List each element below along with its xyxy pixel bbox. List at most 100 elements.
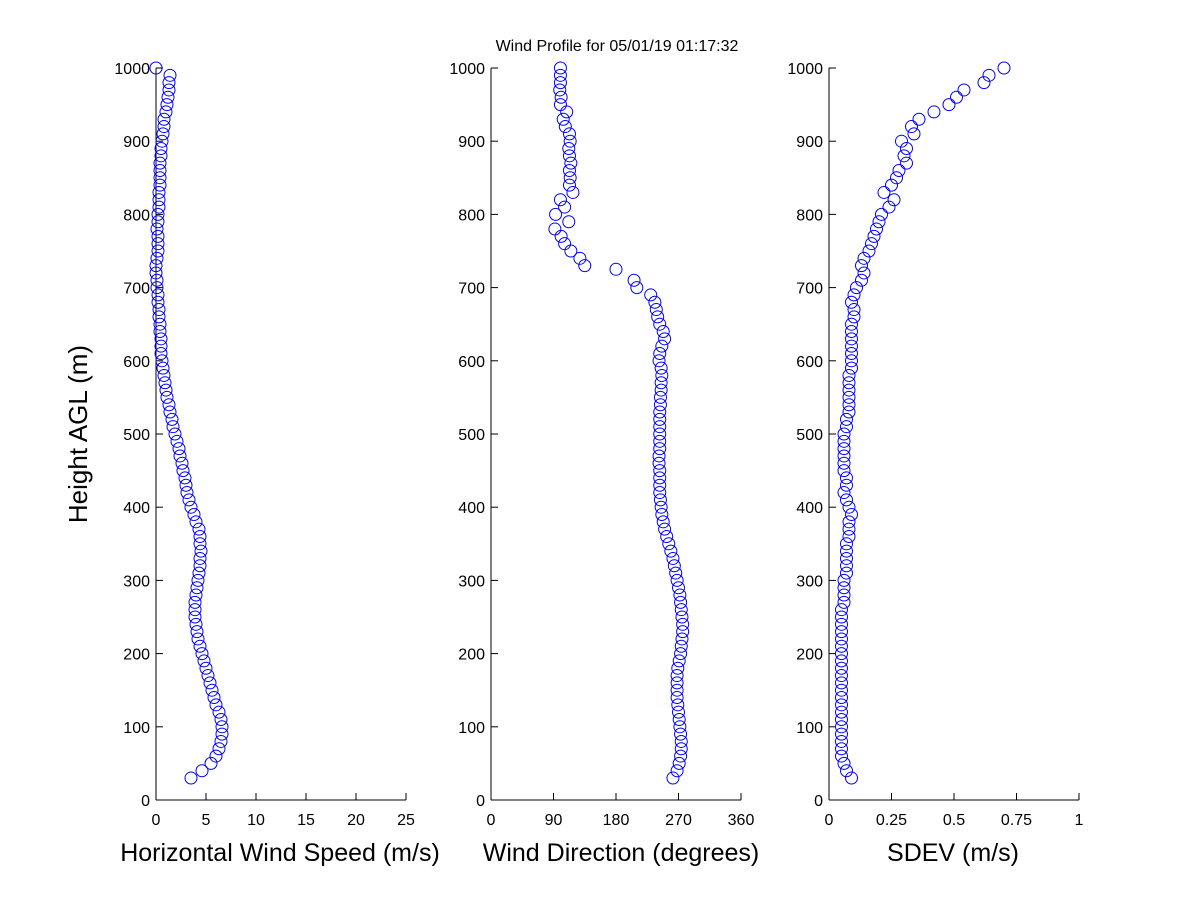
y-tick-label: 200	[796, 647, 823, 664]
data-point	[837, 573, 851, 587]
data-point	[193, 551, 207, 565]
data-point	[666, 551, 680, 565]
data-point	[549, 207, 563, 221]
y-tick-label: 0	[814, 793, 823, 810]
data-point	[837, 581, 851, 595]
data-point	[667, 559, 681, 573]
data-point	[553, 98, 567, 112]
data-point	[187, 508, 201, 522]
data-point	[927, 105, 941, 119]
sdev-panel: 0 0.25 0.5 0.75 1 0 100 200 300 400 500 600 700 800 90…	[787, 61, 1083, 829]
data-point	[193, 529, 207, 543]
data-point	[897, 149, 911, 163]
data-point	[865, 237, 878, 251]
data-point	[566, 185, 580, 199]
data-point	[149, 266, 163, 280]
data-point	[652, 354, 666, 368]
data-point	[670, 669, 684, 683]
y-tick-label: 900	[458, 134, 485, 151]
data-point	[556, 112, 570, 126]
data-point	[150, 273, 164, 287]
data-point	[672, 756, 686, 770]
data-point	[835, 632, 848, 646]
data-point	[840, 764, 853, 778]
y-tick-label: 400	[123, 500, 150, 517]
data-point	[152, 193, 166, 207]
data-point	[215, 720, 229, 734]
x-tick-label: 0.25	[876, 812, 907, 829]
data-point	[184, 500, 198, 514]
data-point	[180, 486, 194, 500]
data-point	[179, 478, 193, 492]
data-point	[672, 712, 686, 726]
data-point	[845, 361, 858, 375]
data-point	[150, 251, 164, 265]
data-point	[877, 185, 891, 199]
data-point	[872, 215, 886, 229]
data-point	[153, 163, 167, 177]
data-point	[837, 449, 851, 463]
data-point	[666, 771, 680, 785]
data-point	[178, 471, 192, 485]
figure-title: Wind Profile for 05/01/19 01:17:32	[496, 38, 739, 55]
data-point	[842, 368, 856, 382]
data-point	[165, 412, 179, 426]
data-point	[204, 756, 218, 770]
data-point	[674, 639, 688, 653]
y-tick-label: 800	[123, 207, 150, 224]
x-tick-label: 360	[728, 812, 755, 829]
y-tick-label: 200	[123, 647, 150, 664]
data-point	[670, 764, 684, 778]
data-point	[653, 390, 667, 404]
data-point	[154, 149, 168, 163]
data-point	[150, 281, 164, 295]
data-point	[176, 464, 190, 478]
data-point	[168, 427, 182, 441]
x-axis-label-direction: Wind Direction (degrees)	[483, 839, 760, 867]
data-point	[653, 420, 667, 434]
data-point	[152, 200, 166, 214]
data-point	[875, 207, 888, 221]
data-point	[554, 90, 568, 104]
data-point	[152, 185, 166, 199]
data-point	[209, 749, 223, 763]
data-point	[847, 303, 861, 317]
y-tick-label: 500	[796, 427, 823, 444]
data-point	[837, 427, 851, 441]
data-point	[560, 105, 574, 119]
data-point	[190, 581, 204, 595]
data-point	[166, 420, 180, 434]
data-point	[188, 595, 202, 609]
data-point	[950, 90, 963, 104]
data-point	[835, 698, 848, 712]
data-point	[672, 581, 685, 595]
data-point	[648, 295, 662, 309]
data-point	[215, 727, 229, 741]
data-point	[675, 610, 689, 624]
data-point	[847, 288, 861, 302]
data-point	[837, 434, 851, 448]
data-point	[154, 332, 168, 346]
data-point	[847, 310, 861, 324]
y-tick-label: 800	[796, 207, 823, 224]
data-point	[197, 654, 211, 668]
data-point	[189, 588, 203, 602]
data-point	[835, 610, 848, 624]
data-point	[842, 398, 856, 412]
data-point	[837, 588, 851, 602]
data-point	[653, 464, 667, 478]
data-point	[653, 317, 667, 331]
data-point	[157, 368, 171, 382]
data-point	[672, 705, 685, 719]
y-tick-label: 400	[458, 500, 485, 517]
data-point	[194, 544, 208, 558]
data-point	[870, 222, 883, 236]
data-point	[885, 178, 898, 192]
data-point	[957, 83, 971, 97]
data-point	[840, 420, 853, 434]
data-point	[857, 266, 871, 280]
data-point	[654, 383, 668, 397]
data-point	[840, 544, 853, 558]
data-point	[835, 676, 848, 690]
